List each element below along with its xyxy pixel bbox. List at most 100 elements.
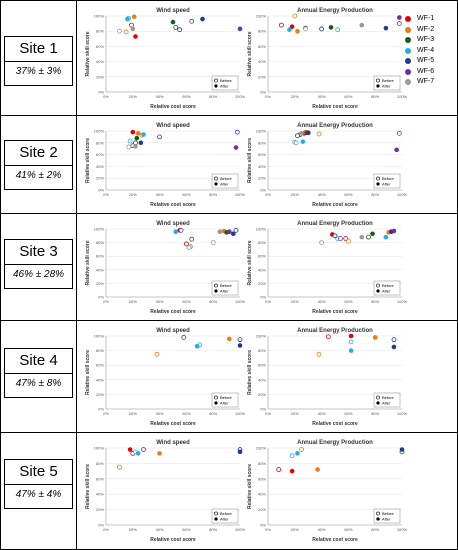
inner-legend-label: After — [220, 517, 229, 522]
data-point-before — [189, 18, 195, 24]
y-axis-label: Relative skill score — [85, 240, 91, 285]
legend-item: WF-6 — [405, 67, 455, 78]
data-point-before — [396, 21, 402, 27]
y-tick-label: 60% — [258, 363, 266, 368]
site-box-divider — [5, 264, 72, 265]
scatter-chart: Annual Energy Production 0% 20% 40% 60% 80% 10… — [247, 328, 408, 427]
y-tick-label: 0% — [260, 295, 266, 300]
x-tick-label: 40% — [318, 411, 326, 416]
x-tick-label: 0% — [265, 527, 271, 532]
data-point-after — [200, 16, 205, 22]
scatter-chart: Wind speed 0% 20% 40% 60% 80% 100% 0% 20% 40% 60% 8… — [85, 440, 246, 543]
inner-legend-box — [211, 173, 239, 189]
inner-legend-box — [373, 75, 401, 91]
legend-item: WF-5 — [405, 56, 455, 67]
y-tick-label: 40% — [96, 267, 104, 272]
data-point-after — [348, 333, 354, 339]
data-point-before — [123, 29, 129, 35]
x-tick-label: 0% — [103, 411, 109, 416]
x-tick-label: 20% — [291, 192, 299, 197]
inner-legend-marker-before — [376, 176, 380, 181]
x-axis-label: Relative cost score — [150, 202, 196, 208]
legend-swatch — [405, 26, 411, 33]
x-axis-label: Relative cost score — [150, 104, 196, 110]
y-tick-label: 100% — [94, 446, 105, 451]
data-point-before — [348, 339, 354, 345]
y-axis-label: Relative skill score — [85, 350, 91, 395]
scatter-chart: Annual Energy Production 0% 20% 40% 60% 80% 10… — [247, 440, 408, 543]
x-tick-label: 80% — [209, 299, 217, 304]
inner-legend-box — [373, 280, 401, 296]
legend-label: WF-7 — [417, 78, 435, 85]
x-tick-label: 0% — [103, 299, 109, 304]
scatter-chart: Wind speed 0% 20% 40% 60% 80% 100% 0% 20% 40% 60% 8… — [85, 328, 246, 427]
inner-legend-marker-after — [376, 401, 380, 405]
row-divider — [0, 432, 457, 433]
data-point-after — [130, 26, 136, 32]
data-point-before — [332, 233, 338, 239]
chart-title: Annual Energy Production — [297, 123, 373, 129]
x-tick-label: 40% — [156, 94, 164, 99]
data-point-before — [303, 26, 308, 32]
y-axis-label: Relative skill score — [85, 464, 91, 509]
x-tick-label: 40% — [156, 411, 164, 416]
scatter-chart: Annual Energy Production 0% 20% 40% 60% 80% 10… — [247, 221, 408, 315]
x-tick-label: 0% — [265, 411, 271, 416]
y-tick-label: 80% — [96, 461, 104, 466]
data-point-after — [328, 25, 334, 30]
y-tick-label: 40% — [96, 492, 104, 497]
x-tick-label: 80% — [209, 527, 217, 532]
inner-legend-label: After — [220, 401, 229, 406]
data-point-after — [231, 231, 236, 237]
x-tick-label: 100% — [397, 192, 408, 197]
y-tick-label: 60% — [258, 476, 266, 481]
inner-legend-label: After — [382, 182, 391, 187]
x-axis-label: Relative cost score — [150, 537, 196, 543]
data-point-before — [299, 447, 304, 452]
x-tick-label: 100% — [235, 527, 246, 532]
x-tick-label: 80% — [209, 94, 217, 99]
inner-legend-marker-before — [214, 511, 218, 516]
data-point-after — [391, 228, 397, 234]
site-name: Site 1 — [19, 40, 58, 57]
data-point-before — [319, 26, 324, 32]
data-point-after — [133, 34, 138, 39]
legend-swatch — [405, 68, 411, 75]
y-tick-label: 80% — [258, 348, 266, 353]
data-point-after — [295, 28, 300, 34]
x-tick-label: 40% — [156, 527, 164, 532]
site-box-divider — [5, 484, 72, 485]
y-tick-label: 60% — [96, 476, 104, 481]
y-tick-label: 60% — [96, 152, 104, 157]
y-tick-label: 100% — [94, 227, 105, 232]
data-point-before — [177, 27, 183, 33]
data-point-before — [396, 130, 402, 136]
data-point-before — [117, 28, 122, 34]
inner-legend-marker-before — [376, 511, 380, 516]
y-tick-label: 20% — [96, 176, 104, 181]
data-point-before — [129, 22, 134, 28]
y-tick-label: 20% — [258, 281, 266, 286]
inner-legend-label: Before — [220, 176, 233, 181]
inner-legend-marker-after — [214, 182, 218, 186]
site-box-4: Site 4 47% ± 8% — [4, 348, 73, 398]
data-point-before — [316, 131, 322, 137]
x-tick-label: 0% — [265, 94, 271, 99]
y-tick-label: 100% — [256, 129, 267, 134]
inner-legend-label: After — [382, 401, 391, 406]
data-point-before — [293, 140, 299, 146]
data-point-after — [359, 234, 365, 240]
chart-title: Wind speed — [156, 123, 190, 129]
y-tick-label: 40% — [258, 164, 266, 169]
chart-title: Wind speed — [156, 8, 190, 14]
data-point-after — [237, 449, 243, 455]
legend-item: WF-2 — [405, 25, 455, 36]
y-tick-label: 0% — [260, 407, 266, 412]
legend-label: WF-2 — [417, 25, 435, 33]
data-point-before — [127, 138, 133, 144]
legend-label: WF-5 — [417, 57, 435, 64]
data-point-after — [305, 130, 311, 136]
scatter-chart: Wind speed 0% 20% 40% 60% 80% 100% 0% 20% 40% 60% 8… — [85, 221, 246, 315]
x-axis-label: Relative cost score — [312, 537, 358, 543]
